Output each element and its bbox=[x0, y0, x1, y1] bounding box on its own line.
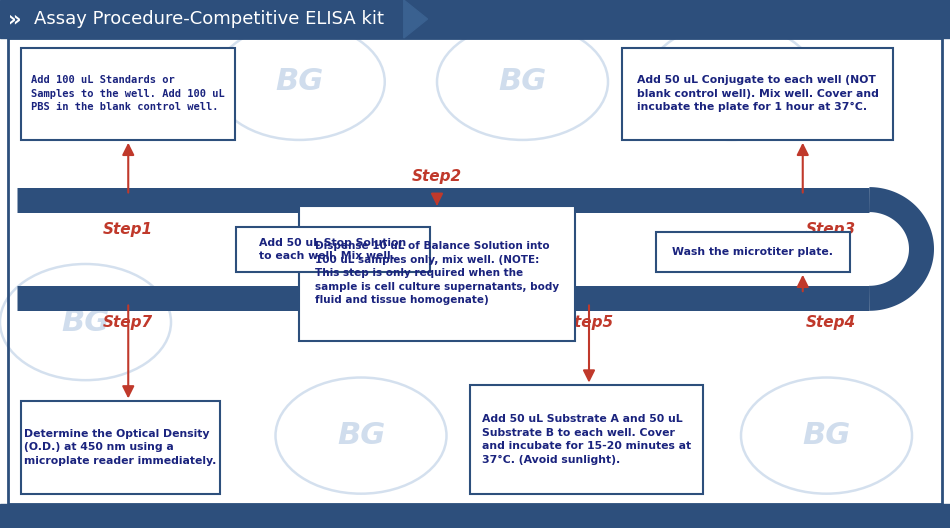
Polygon shape bbox=[404, 0, 428, 38]
Text: Step5: Step5 bbox=[564, 315, 614, 329]
Text: Determine the Optical Density
(O.D.) at 450 nm using a
microplate reader immedia: Determine the Optical Density (O.D.) at … bbox=[25, 429, 217, 466]
Text: Step4: Step4 bbox=[807, 315, 856, 329]
Bar bbox=[622, 48, 893, 140]
Text: Wash the microtiter plate.: Wash the microtiter plate. bbox=[673, 247, 833, 257]
Text: Dispense 10 uL of Balance Solution into
100 uL samples only, mix well. (NOTE:
Th: Dispense 10 uL of Balance Solution into … bbox=[315, 241, 559, 305]
Bar bbox=[656, 232, 850, 272]
Text: BG: BG bbox=[708, 68, 755, 96]
Bar bbox=[0, 504, 950, 528]
Bar bbox=[8, 38, 942, 504]
Text: Step6: Step6 bbox=[327, 315, 376, 329]
Text: BG: BG bbox=[62, 308, 109, 336]
Bar bbox=[299, 206, 575, 341]
Text: BG: BG bbox=[276, 68, 323, 96]
Text: BG: BG bbox=[337, 421, 385, 450]
Text: Add 50 uL Substrate A and 50 uL
Substrate B to each well. Cover
and incubate for: Add 50 uL Substrate A and 50 uL Substrat… bbox=[482, 414, 692, 465]
Text: Step7: Step7 bbox=[104, 315, 153, 329]
Text: Step1: Step1 bbox=[104, 222, 153, 237]
Text: »: » bbox=[8, 9, 21, 29]
Text: Step3: Step3 bbox=[807, 222, 856, 237]
Text: Add 50 uL Stop Solution
to each well. Mix well.: Add 50 uL Stop Solution to each well. Mi… bbox=[259, 238, 407, 261]
Bar bbox=[470, 385, 703, 494]
Bar bbox=[0, 0, 950, 38]
Bar bbox=[21, 48, 235, 140]
Text: Step2: Step2 bbox=[412, 169, 462, 184]
Bar bbox=[236, 227, 430, 272]
Text: BG: BG bbox=[499, 68, 546, 96]
Text: Assay Procedure-Competitive ELISA kit: Assay Procedure-Competitive ELISA kit bbox=[34, 10, 384, 28]
Text: Add 50 uL Conjugate to each well (NOT
blank control well). Mix well. Cover and
i: Add 50 uL Conjugate to each well (NOT bl… bbox=[636, 75, 879, 112]
Polygon shape bbox=[408, 0, 432, 38]
Text: Add 100 uL Standards or
Samples to the well. Add 100 uL
PBS in the blank control: Add 100 uL Standards or Samples to the w… bbox=[31, 75, 224, 112]
Bar bbox=[21, 401, 220, 494]
Text: BG: BG bbox=[803, 421, 850, 450]
